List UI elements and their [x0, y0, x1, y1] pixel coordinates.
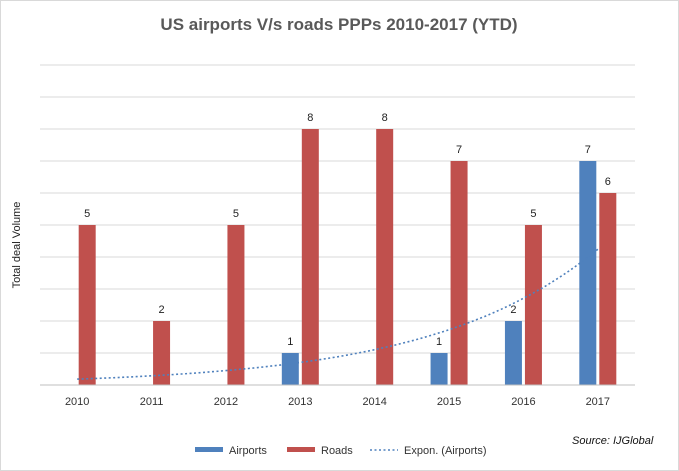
bar-roads-2014: [376, 129, 394, 385]
data-label-airports-2015: 1: [436, 336, 442, 348]
bar-airports-2013: [281, 353, 299, 385]
legend: Airports Roads Expon. (Airports): [195, 445, 487, 457]
data-label-airports-2016: 2: [510, 304, 516, 316]
bar-roads-2011: [153, 321, 171, 385]
bar-airports-2016: [504, 321, 522, 385]
legend-label-trendline: Expon. (Airports): [404, 445, 487, 457]
x-axis-ticks: 2010 2011 2012 2013 2014 2015 2016 2017: [65, 396, 610, 408]
data-label-roads-2016: 5: [530, 208, 536, 220]
bar-roads-2015: [450, 161, 468, 385]
data-label-airports-2013: 1: [287, 336, 293, 348]
x-tick-2011: 2011: [140, 396, 164, 408]
trendline-expon-airports: [77, 248, 599, 380]
chart-title: US airports V/s roads PPPs 2010-2017 (YT…: [160, 15, 517, 34]
data-label-roads-2014: 8: [382, 112, 388, 124]
x-tick-2015: 2015: [437, 396, 461, 408]
x-tick-2013: 2013: [288, 396, 312, 408]
bar-roads-2012: [227, 225, 245, 385]
bar-roads-2013: [301, 129, 319, 385]
legend-label-roads: Roads: [321, 445, 353, 457]
bar-roads-2010: [78, 225, 96, 385]
data-label-roads-2015: 7: [456, 144, 462, 156]
data-label-roads-2017: 6: [605, 176, 611, 188]
bar-airports-2015: [430, 353, 448, 385]
data-label-roads-2010: 5: [84, 208, 90, 220]
data-label-roads-2013: 8: [307, 112, 313, 124]
bar-roads-2016: [524, 225, 542, 385]
data-label-roads-2012: 5: [233, 208, 239, 220]
legend-label-airports: Airports: [229, 445, 267, 457]
legend-swatch-roads: [287, 447, 315, 452]
data-label-airports-2017: 7: [585, 144, 591, 156]
x-tick-2010: 2010: [65, 396, 89, 408]
data-label-roads-2011: 2: [159, 304, 165, 316]
bar-roads-2017: [599, 193, 617, 385]
x-tick-2016: 2016: [511, 396, 535, 408]
bar-airports-2017: [579, 161, 597, 385]
gridlines: [40, 64, 635, 354]
source-note: Source: IJGlobal: [572, 435, 654, 447]
data-labels: 5 2 5 1 8 8 1 7 2 5 7 6: [84, 112, 611, 348]
x-tick-2017: 2017: [586, 396, 610, 408]
x-tick-2014: 2014: [362, 396, 386, 408]
bars: [78, 129, 617, 385]
legend-swatch-airports: [195, 447, 223, 452]
x-tick-2012: 2012: [214, 396, 238, 408]
y-axis-label: Total deal Volume: [11, 202, 23, 289]
